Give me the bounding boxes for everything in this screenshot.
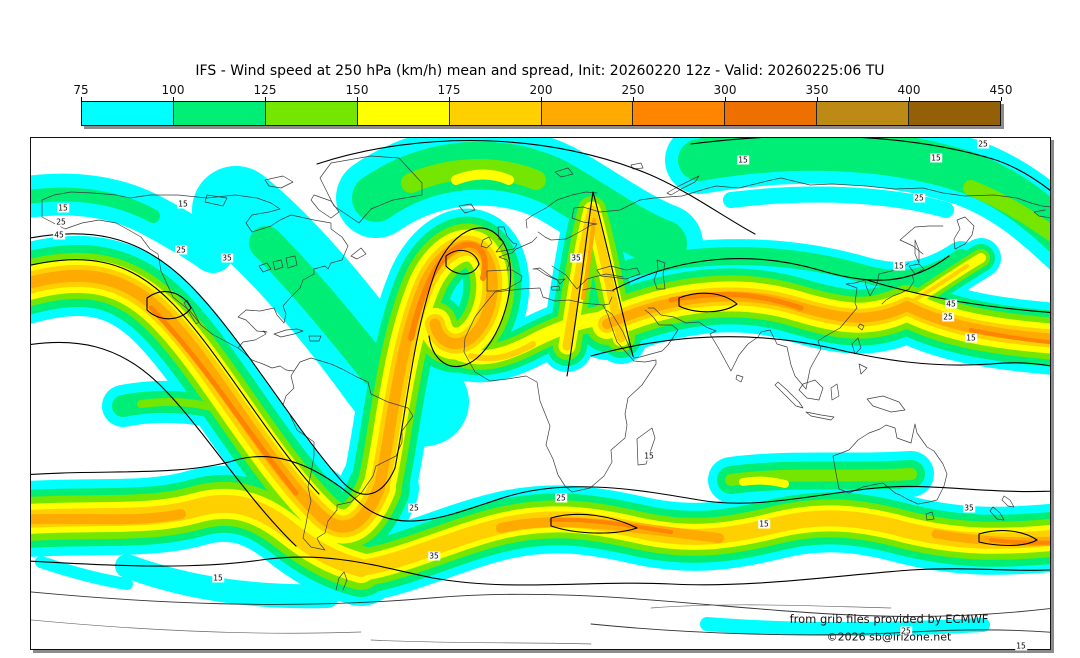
colorbar-tick-label: 150 xyxy=(345,83,369,97)
colorbar-segment xyxy=(357,102,450,125)
colorbar-tick-mark xyxy=(173,97,174,101)
colorbar-tick-mark xyxy=(449,97,450,101)
colorbar-tick-label: 125 xyxy=(253,83,277,97)
wind-band-level-75 xyxy=(31,138,1050,637)
colorbar-tick-label: 250 xyxy=(621,83,645,97)
page-title: IFS - Wind speed at 250 hPa (km/h) mean … xyxy=(195,63,885,79)
colorbar-tick-mark xyxy=(909,97,910,101)
colorbar-segment xyxy=(265,102,358,125)
far-south-contours xyxy=(31,591,1050,636)
colorbar-tick-label: 400 xyxy=(897,83,921,97)
map-canvas xyxy=(31,138,1050,645)
colorbar-tick-label: 200 xyxy=(529,83,553,97)
colorbar-tick-labels: 75 100 125 150 175 200 250 300 350 400 450 xyxy=(73,83,1012,97)
colorbar-tick-mark xyxy=(81,97,82,101)
colorbar-segment xyxy=(541,102,634,125)
coastlines xyxy=(41,155,1050,591)
colorbar-tick-label: 450 xyxy=(989,83,1013,97)
wind-band-level-250 xyxy=(148,241,1050,545)
colorbar: 75 100 125 150 175 200 250 300 350 400 450 xyxy=(73,83,1012,126)
colorbar-tick-mark xyxy=(725,97,726,101)
world-wind-map: 15 25 45 15 25 35 35 15 15 15 25 25 45 25 15 15 25 15 35 25… xyxy=(30,137,1051,651)
colorbar-tick-mark xyxy=(541,97,542,101)
colorbar-segment xyxy=(173,102,266,125)
spread-contours xyxy=(31,138,1050,586)
colorbar-ticks xyxy=(81,97,1002,101)
colorbar-segment xyxy=(817,102,910,125)
colorbar-tick-mark xyxy=(357,97,358,101)
colorbar-segment xyxy=(449,102,542,125)
colorbar-tick-label: 75 xyxy=(73,83,89,97)
colorbar-tick-mark xyxy=(265,97,266,101)
colorbar-tick-mark xyxy=(817,97,818,101)
colorbar-segment xyxy=(633,102,726,125)
colorbar-segment xyxy=(725,102,818,125)
credit-source: from grib files provided by ECMWF xyxy=(789,612,989,626)
colorbar-tick-label: 100 xyxy=(161,83,185,97)
antarctic-coast xyxy=(31,604,892,645)
credit-copyright: ©2026 sb@irizone.net xyxy=(826,630,952,644)
colorbar-segments xyxy=(81,101,1001,126)
colorbar-tick-mark xyxy=(633,97,634,101)
colorbar-tick-label: 350 xyxy=(805,83,829,97)
colorbar-segment xyxy=(82,102,174,125)
colorbar-tick-mark xyxy=(1001,97,1002,101)
colorbar-segment xyxy=(909,102,1001,125)
colorbar-tick-label: 175 xyxy=(437,83,461,97)
colorbar-tick-label: 300 xyxy=(713,83,737,97)
